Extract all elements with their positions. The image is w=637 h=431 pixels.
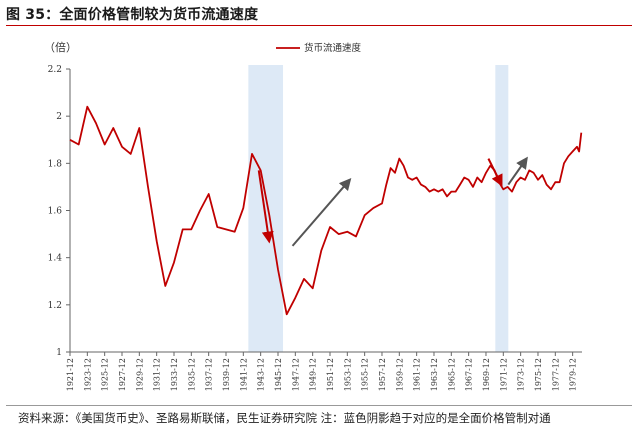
figure-title: 图 35：全面价格管制较为货币流通速度 <box>6 7 259 23</box>
x-tick-label: 1951-12 <box>326 358 335 391</box>
x-tick-label: 1961-12 <box>413 358 422 391</box>
trend-arrow-gray-3 <box>507 156 528 186</box>
shaded-period-1 <box>495 65 509 352</box>
x-tick-label: 1931-12 <box>153 358 162 391</box>
x-tick-label: 1943-12 <box>257 358 266 391</box>
series-layer <box>69 105 583 316</box>
shade-layer <box>248 65 509 352</box>
y-unit-label: （倍） <box>44 41 77 54</box>
x-tick-label: 1965-12 <box>447 358 456 391</box>
x-tick-label: 1933-12 <box>170 358 179 391</box>
trend-arrow-gray-1 <box>291 178 352 247</box>
x-tick-label: 1977-12 <box>551 358 560 391</box>
x-tick-label: 1941-12 <box>239 358 248 391</box>
arrow-layer <box>257 156 528 247</box>
x-tick-label: 1963-12 <box>430 358 439 391</box>
x-tick-label: 1957-12 <box>378 358 387 391</box>
x-tick-label: 1967-12 <box>465 358 474 391</box>
y-tick-label: 1 <box>56 348 62 358</box>
x-tick-label: 1973-12 <box>517 358 526 391</box>
trend-arrow-red-2 <box>487 158 503 187</box>
trend-arrow-red-0 <box>257 170 274 244</box>
x-tick-label: 1979-12 <box>569 358 578 391</box>
x-tick-label: 1935-12 <box>187 358 196 391</box>
legend: 货币流通速度 <box>276 42 362 54</box>
footer-rule <box>6 405 632 406</box>
x-tick-label: 1921-12 <box>66 358 75 391</box>
x-tick-label: 1969-12 <box>482 358 491 391</box>
title-rule <box>6 25 632 26</box>
x-tick-label: 1953-12 <box>343 358 352 391</box>
x-tick-label: 1975-12 <box>534 358 543 391</box>
axis-layer: 1 1.2 1.4 1.6 1.8 2 2.2 1921-12 1923-12 1925-12 19… <box>48 65 582 391</box>
x-tick-label: 1937-12 <box>205 358 214 391</box>
x-tick-label: 1949-12 <box>309 358 318 391</box>
x-tick-label: 1959-12 <box>395 358 404 391</box>
x-tick-label: 1929-12 <box>135 358 144 391</box>
y-tick-label: 2 <box>56 112 62 122</box>
x-tick-label: 1947-12 <box>291 358 300 391</box>
x-tick-label: 1927-12 <box>118 358 127 391</box>
y-tick-label: 1.6 <box>48 207 63 217</box>
source-note: 资料来源：《美国货币史》、圣路易斯联储，民生证券研究院 注：蓝色阴影趋于对应的是… <box>18 411 551 425</box>
x-tick-label: 1923-12 <box>83 358 92 391</box>
x-tick-label: 1955-12 <box>361 358 370 391</box>
x-tick-label: 1939-12 <box>222 358 231 391</box>
y-tick-label: 1.4 <box>48 254 63 264</box>
x-tick-label: 1971-12 <box>499 358 508 391</box>
legend-label: 货币流通速度 <box>304 42 362 54</box>
x-tick-label: 1925-12 <box>101 358 110 391</box>
y-tick-label: 2.2 <box>48 65 62 75</box>
y-tick-label: 1.8 <box>48 159 63 169</box>
x-tick-label: 1945-12 <box>274 358 283 391</box>
series-line-0 <box>69 105 583 316</box>
shaded-period-0 <box>248 65 284 352</box>
y-tick-label: 1.2 <box>48 301 62 311</box>
